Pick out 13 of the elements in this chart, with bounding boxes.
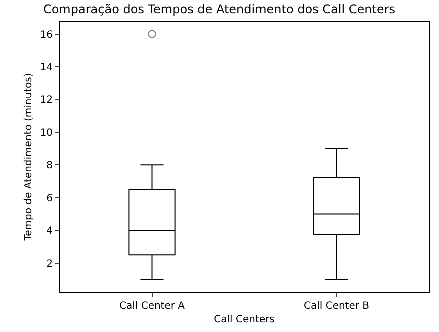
y-tick-label: 2 (46, 258, 53, 270)
y-tick-label: 16 (40, 30, 53, 41)
x-tick-label: Call Center B (304, 301, 370, 312)
y-tick-label: 8 (46, 160, 53, 172)
x-tick-label: Call Center A (119, 301, 186, 312)
y-axis-title: Tempo de Atendimento (minutos) (23, 73, 34, 242)
y-tick-label: 4 (46, 226, 53, 238)
y-tick-label: 6 (46, 193, 53, 204)
chart-title: Comparação dos Tempos de Atendimento dos Call Centers (43, 2, 396, 16)
x-axis-title: Call Centers (214, 314, 275, 326)
y-tick-label: 10 (40, 128, 53, 139)
y-tick-label: 14 (40, 62, 53, 74)
y-tick-label: 12 (40, 95, 53, 106)
